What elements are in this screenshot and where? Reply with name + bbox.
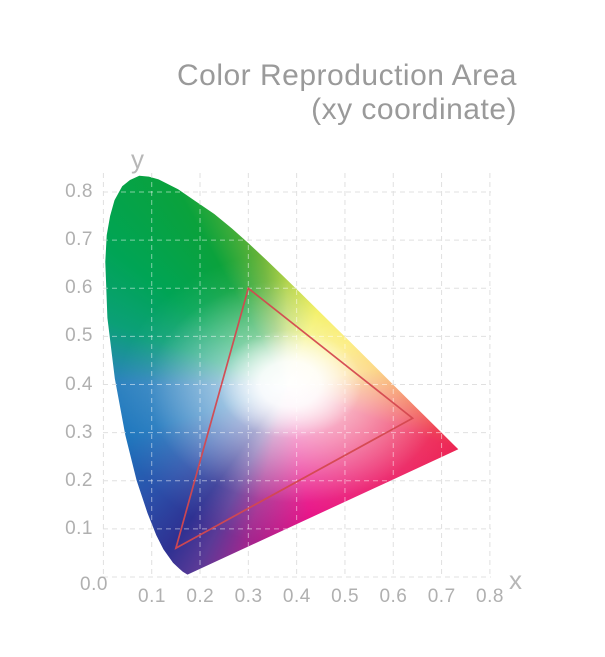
x-axis-tick-labels: 0.1 0.2 0.3 0.4 0.5 0.6 0.7 0.8 [128,586,514,608]
gamut-triangle [174,286,415,550]
x-tick-label: 0.6 [379,586,408,607]
x-tick-label: 0.2 [186,586,215,607]
y-tick-label: 0.4 [65,373,93,395]
grid-over-locus [105,175,459,575]
x-tick-label: 0.4 [282,586,311,607]
x-tick-label: 0.3 [234,586,263,607]
y-tick-label: 0.1 [65,517,93,539]
y-tick-label: 0.3 [65,421,93,443]
chart-title-line1: Color Reproduction Area [176,59,517,92]
x-tick-label: 0.1 [138,586,166,607]
y-tick-label: 0.8 [65,181,93,202]
x-tick-label: 0.8 [476,586,504,607]
x-tick-label: 0.7 [427,586,456,607]
y-axis-tick-labels: 0.8 0.7 0.6 0.5 0.4 0.3 0.2 0.1 [48,182,93,539]
chart-title-line2: (xy coordinate) [311,93,517,126]
y-tick-label: 0.7 [65,229,93,251]
chart-title: Color Reproduction Area (xy coordinate) [177,59,517,127]
y-axis-label: y [131,144,144,174]
x-tick-label: 0.5 [331,586,360,607]
y-tick-label: 0.6 [65,277,93,299]
y-tick-label: 0.5 [65,325,93,347]
x-axis-label: x [509,565,522,595]
origin-tick-label: 0.0 [80,574,108,595]
y-tick-label: 0.2 [65,469,93,491]
